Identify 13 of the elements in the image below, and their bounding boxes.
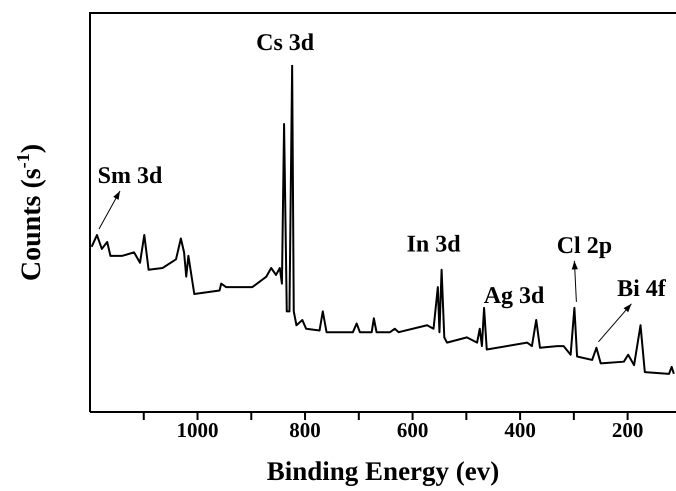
annotation: In 3d <box>406 232 462 258</box>
annotation: Ag 3d <box>484 282 546 309</box>
x-tick-label: 800 <box>289 418 321 442</box>
x-tick-label: 400 <box>504 418 536 442</box>
x-axis-title: Binding Energy (ev) <box>266 456 500 486</box>
annotation: Sm 3d <box>98 163 163 190</box>
y-axis-title: Counts (s-1) <box>12 144 47 282</box>
annotation: Cs 3d <box>256 30 315 56</box>
annotation: Bi 4f <box>617 276 667 302</box>
x-tick-label: 200 <box>612 418 644 442</box>
x-tick-label: 1000 <box>176 418 219 442</box>
x-tick-label: 600 <box>396 418 428 442</box>
annotation: Cl 2p <box>556 232 612 259</box>
